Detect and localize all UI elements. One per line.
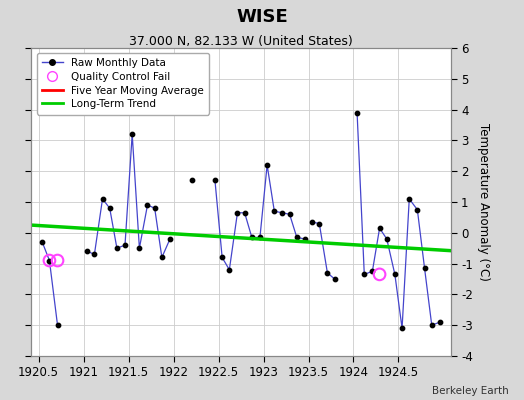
Point <box>391 271 399 278</box>
Point <box>308 219 316 225</box>
Point <box>45 257 53 264</box>
Point <box>135 245 144 252</box>
Point <box>375 271 384 278</box>
Point <box>143 202 151 208</box>
Point <box>90 251 99 258</box>
Point <box>241 210 249 216</box>
Point <box>278 210 287 216</box>
Title: 37.000 N, 82.133 W (United States): 37.000 N, 82.133 W (United States) <box>129 35 353 48</box>
Point <box>360 271 368 278</box>
Legend: Raw Monthly Data, Quality Control Fail, Five Year Moving Average, Long-Term Tren: Raw Monthly Data, Quality Control Fail, … <box>37 53 209 114</box>
Point <box>405 196 413 202</box>
Point <box>211 177 219 184</box>
Point <box>331 276 339 282</box>
Point <box>166 236 174 242</box>
Point <box>248 234 256 241</box>
Point <box>113 245 121 252</box>
Point <box>83 248 91 254</box>
Point <box>301 236 309 242</box>
Point <box>218 254 226 261</box>
Point <box>383 236 391 242</box>
Point <box>420 265 429 272</box>
Point <box>323 270 332 276</box>
Point <box>53 322 62 328</box>
Point <box>375 225 384 231</box>
Point <box>105 205 114 211</box>
Point <box>435 319 444 325</box>
Point <box>413 206 421 213</box>
Point <box>128 131 136 138</box>
Point <box>53 257 62 264</box>
Point <box>286 211 294 218</box>
Point <box>45 257 53 264</box>
Point <box>233 210 242 216</box>
Point <box>121 242 129 248</box>
Point <box>398 325 406 332</box>
Point <box>150 205 159 211</box>
Point <box>315 220 323 227</box>
Point <box>263 162 271 168</box>
Point <box>158 254 166 261</box>
Point <box>38 239 47 245</box>
Point <box>99 196 107 202</box>
Point <box>353 110 361 116</box>
Point <box>368 268 377 274</box>
Text: WISE: WISE <box>236 8 288 26</box>
Point <box>428 322 436 328</box>
Point <box>270 208 279 214</box>
Point <box>292 234 301 241</box>
Text: Berkeley Earth: Berkeley Earth <box>432 386 508 396</box>
Point <box>225 266 234 273</box>
Y-axis label: Temperature Anomaly (°C): Temperature Anomaly (°C) <box>477 123 489 281</box>
Point <box>256 234 264 241</box>
Point <box>188 177 196 184</box>
